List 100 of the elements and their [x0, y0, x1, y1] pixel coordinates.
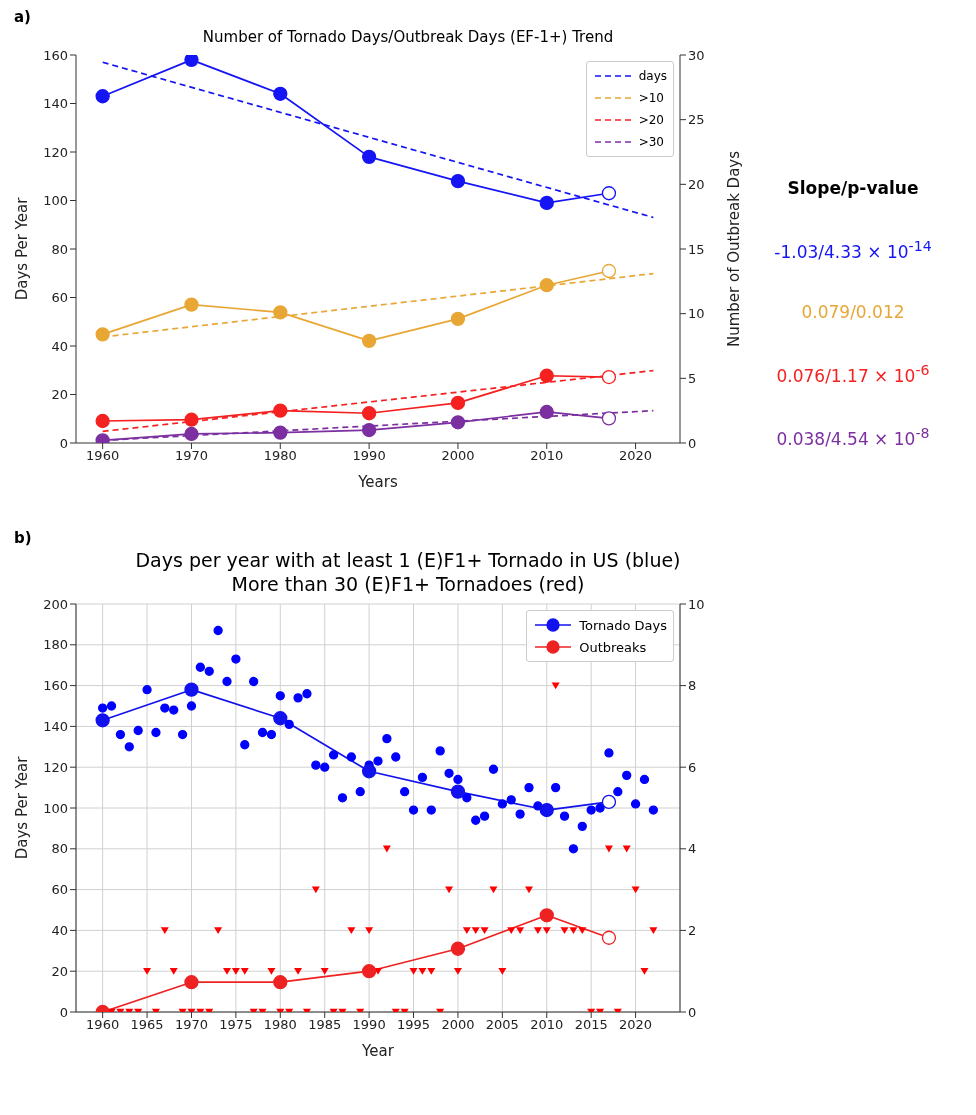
x-tick-label: 1970 — [174, 447, 209, 463]
point — [95, 713, 110, 728]
point — [539, 195, 554, 210]
y2-axis-title: Number of Outbreak Days — [725, 150, 744, 347]
text: -1.03/4.33 × 10$^{-14}$ — [774, 238, 932, 262]
point — [184, 426, 199, 441]
y-tick-label: 160 — [43, 678, 68, 694]
y-tick-label: 20 — [51, 386, 68, 402]
x-tick-label: 1965 — [130, 1017, 164, 1033]
point — [95, 88, 110, 104]
point — [450, 414, 466, 430]
point — [273, 403, 288, 418]
text: a) — [13, 8, 32, 28]
y2-tick-label: 0 — [688, 435, 697, 451]
x-tick-label: 2015 — [574, 1017, 608, 1033]
point — [450, 941, 466, 957]
x-tick-label: 2020 — [619, 1017, 653, 1033]
y-tick-label: 100 — [43, 800, 68, 816]
point — [95, 326, 110, 342]
x-tick-label: 1960 — [86, 447, 120, 463]
text: 0.079/0.012 — [801, 301, 905, 322]
x-tick-label: 1990 — [352, 447, 386, 463]
point — [361, 149, 377, 164]
chart-title: Number of Tornado Days/Outbreak Days (EF-1+) Trend — [201, 28, 615, 47]
y2-tick-label: 15 — [688, 241, 705, 257]
x-tick-label: 2000 — [441, 1017, 475, 1033]
point — [273, 304, 288, 320]
y-tick-label: 80 — [51, 841, 68, 857]
x-tick-label: 1960 — [86, 1017, 120, 1033]
point — [361, 422, 377, 437]
x-tick-label: 2005 — [485, 1017, 519, 1033]
y-tick-label: 120 — [43, 144, 68, 160]
y2-tick-label: 2 — [688, 923, 697, 939]
y-axis-title: Days Per Year — [13, 196, 32, 301]
x-tick-label: 1980 — [263, 447, 297, 463]
point — [601, 185, 617, 201]
x-tick-label: 1990 — [352, 1017, 386, 1033]
point — [184, 297, 199, 312]
legend-label: days — [638, 68, 667, 83]
text: 0.076/1.17 × 10$^{-6}$ — [776, 361, 930, 386]
y-tick-label: 140 — [43, 719, 68, 735]
point — [273, 975, 288, 990]
x-tick-label: 2000 — [441, 447, 475, 463]
text: b) — [13, 528, 33, 549]
point — [361, 333, 377, 348]
point — [601, 411, 617, 426]
point — [273, 86, 288, 101]
y-tick-label: 20 — [51, 964, 68, 980]
text: 0.038/4.54 × 10$^{-8}$ — [776, 425, 930, 449]
y-tick-label: 180 — [43, 637, 68, 653]
point — [361, 764, 377, 779]
y-tick-label: 40 — [51, 338, 68, 354]
x-tick-label: 2010 — [530, 1017, 564, 1033]
y-tick-label: 60 — [51, 882, 68, 898]
y2-tick-label: 10 — [688, 306, 705, 322]
x-tick-label: 1975 — [219, 1017, 253, 1033]
y-tick-label: 80 — [51, 241, 68, 257]
point — [539, 368, 554, 383]
legend-label: Outbreaks — [579, 639, 647, 655]
point — [539, 908, 554, 923]
y-tick-label: 160 — [43, 47, 68, 63]
point — [184, 682, 199, 698]
y2-tick-label: 4 — [688, 841, 697, 857]
point — [601, 263, 617, 278]
y2-tick-label: 8 — [688, 678, 697, 694]
legend-label: >10 — [638, 90, 664, 105]
point — [361, 405, 377, 421]
x-tick-label: 2010 — [530, 447, 564, 463]
point — [273, 425, 288, 440]
y-tick-label: 40 — [51, 923, 68, 939]
x-tick-label: 1995 — [396, 1017, 431, 1033]
y-tick-label: 60 — [51, 289, 68, 305]
text: Slope/p-value — [787, 178, 919, 198]
point — [450, 784, 466, 800]
y2-tick-label: 25 — [688, 112, 705, 128]
x-tick-label: 1985 — [308, 1017, 342, 1033]
point — [601, 369, 617, 384]
y-tick-label: 100 — [43, 192, 68, 208]
point — [601, 930, 617, 946]
x-axis-title: Year — [361, 1042, 395, 1061]
legend-label: Tornado Days — [579, 617, 667, 633]
y-tick-label: 120 — [43, 760, 68, 776]
point — [450, 395, 466, 410]
point — [361, 964, 377, 979]
y-axis-title: Days Per Year — [13, 756, 32, 860]
y-tick-label: 200 — [43, 596, 68, 612]
y2-tick-label: 5 — [688, 370, 697, 386]
x-tick-label: 1980 — [263, 1017, 297, 1033]
point — [184, 975, 199, 990]
y2-tick-label: 10 — [688, 596, 705, 612]
y2-tick-label: 20 — [688, 176, 705, 192]
point — [450, 311, 466, 326]
point — [450, 173, 466, 188]
y2-tick-label: 6 — [688, 760, 697, 776]
chart-title: Days per year with at least 1 (E)F1+ Tornado in US (blue) More than 30 (E)F1+ Tornadoes (red) — [134, 548, 682, 597]
point — [539, 404, 554, 419]
point — [273, 711, 288, 726]
y2-tick-label: 30 — [688, 47, 705, 63]
x-axis-title: Years — [357, 472, 398, 491]
y2-tick-label: 0 — [688, 1004, 697, 1020]
